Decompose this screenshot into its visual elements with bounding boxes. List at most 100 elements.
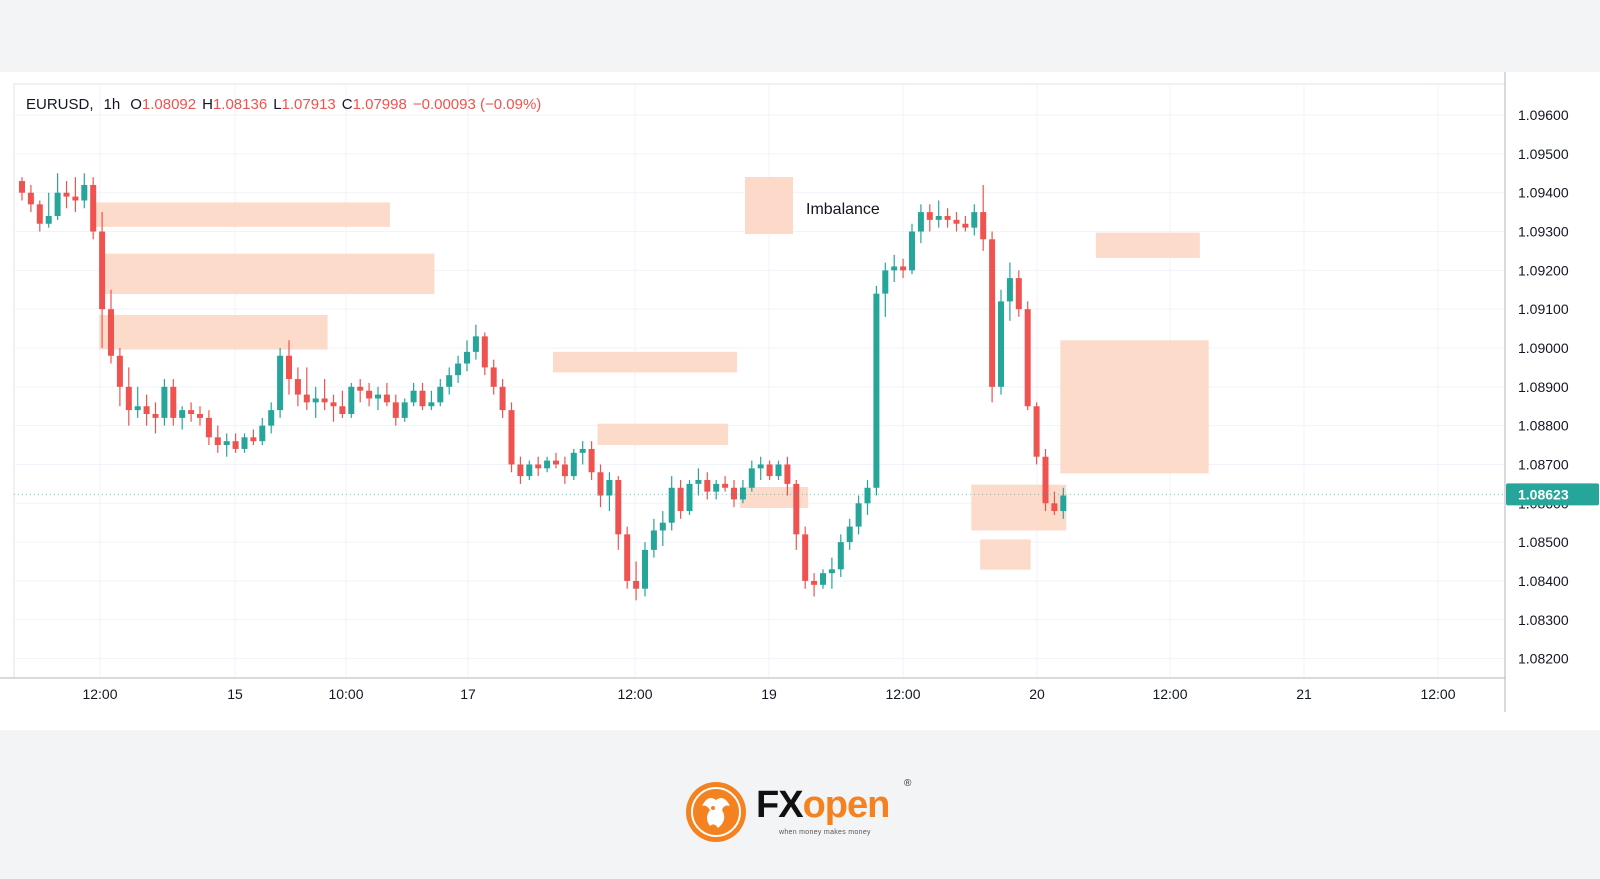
bullish-candle	[1060, 487, 1067, 519]
candlestick-chart[interactable]: 1.09600 1.09500 1.09400 1.09300 1.09200 1.091…	[0, 72, 1600, 730]
candle-body	[383, 394, 390, 403]
bearish-candle	[214, 425, 221, 453]
candle-body	[170, 386, 177, 418]
bearish-candle	[72, 177, 79, 213]
candle-body	[312, 398, 319, 403]
candle-body	[722, 483, 729, 488]
bullish-candle	[570, 448, 577, 480]
timeframe-label[interactable]: 1h	[103, 96, 121, 113]
bearish-candle	[188, 402, 195, 422]
candle-body	[686, 483, 693, 512]
imbalance-legend-label: Imbalance	[806, 201, 880, 218]
bearish-candle	[357, 379, 364, 403]
bullish-candle	[277, 348, 284, 418]
candle-body	[259, 425, 266, 442]
bearish-candle	[980, 184, 987, 251]
bullish-candle	[668, 476, 675, 531]
candle-body	[775, 464, 782, 477]
candle-body	[90, 184, 97, 232]
bearish-candle	[392, 394, 399, 426]
bearish-candle	[232, 433, 239, 453]
imbalance-zone	[1060, 340, 1209, 474]
time-axis[interactable]: 12:00 15 10:00 17 12:00 19 12:00 20 12:00 21 12:00	[0, 677, 1505, 702]
candle-body	[962, 223, 969, 228]
candle-body	[633, 580, 640, 589]
candle-body	[214, 437, 221, 446]
bullish-candle	[348, 382, 355, 418]
candle-body	[339, 406, 346, 414]
candle-body	[606, 480, 613, 496]
y-tick-label: 1.09500	[1518, 146, 1569, 162]
candle-body	[45, 216, 52, 224]
bullish-candle	[464, 340, 470, 372]
candle-body	[348, 386, 355, 414]
candle-body	[793, 483, 800, 535]
bearish-candle	[143, 394, 150, 426]
bearish-candle	[116, 348, 123, 407]
candle-body	[668, 487, 675, 523]
bearish-candle	[731, 480, 737, 508]
candle-body	[72, 196, 79, 201]
bearish-candle	[508, 402, 515, 473]
candle-body	[125, 386, 132, 411]
candle-body	[535, 464, 542, 469]
y-tick-label: 1.08300	[1518, 612, 1569, 628]
bullish-candle	[579, 441, 586, 465]
price-axis[interactable]: 1.09600 1.09500 1.09400 1.09300 1.09200 1.091…	[1504, 72, 1569, 712]
bearish-candle	[383, 382, 390, 407]
y-tick-label: 1.08900	[1518, 379, 1569, 395]
bearish-candle	[152, 402, 159, 434]
bearish-candle	[962, 216, 969, 232]
bull-emblem-icon	[686, 782, 746, 842]
candle-body	[428, 402, 435, 407]
candle-body	[499, 386, 506, 411]
x-tick-label: 12:00	[617, 686, 652, 702]
bearish-candle	[677, 480, 684, 519]
ohlc-legend: EURUSD, 1h O1.08092 H1.08136 L1.07913 C1.0799…	[26, 96, 541, 113]
bullish-candle	[446, 367, 453, 395]
y-tick-label: 1.09200	[1518, 262, 1569, 278]
imbalance-zones	[90, 202, 1209, 570]
candle-body	[891, 266, 898, 271]
candle-body	[944, 216, 951, 220]
bullish-candle	[437, 379, 444, 407]
candle-body	[286, 355, 292, 380]
candle-body	[419, 390, 426, 407]
x-tick-label: 17	[460, 686, 476, 702]
bullish-candle	[81, 173, 88, 209]
symbol-label[interactable]: EURUSD,	[26, 96, 94, 113]
candle-body	[472, 336, 479, 352]
bearish-candle	[294, 367, 301, 407]
bearish-candle	[953, 212, 960, 232]
bearish-candle	[588, 441, 595, 480]
y-tick-label: 1.08800	[1518, 418, 1569, 434]
bullish-candle	[659, 511, 666, 546]
bearish-candle	[989, 231, 996, 403]
candle-body	[579, 448, 586, 453]
bullish-candle	[161, 379, 168, 426]
bullish-candle	[45, 192, 52, 228]
bearish-candle	[1051, 491, 1058, 515]
candle-body	[116, 355, 123, 387]
imbalance-legend-swatch	[745, 177, 793, 234]
bearish-candle	[553, 452, 559, 469]
close-label: C	[341, 96, 353, 113]
brand-tagline: when money makes money	[779, 829, 871, 836]
bearish-candle	[944, 208, 951, 228]
brand-name-part1: FX	[756, 784, 804, 826]
x-tick-label: 12:00	[1420, 686, 1455, 702]
bearish-candle	[419, 382, 426, 411]
bullish-candle	[650, 518, 657, 558]
bullish-candle	[455, 355, 462, 383]
y-tick-label: 1.08500	[1518, 534, 1569, 550]
imbalance-zone	[739, 486, 809, 508]
candle-body	[828, 569, 835, 574]
candle-body	[953, 219, 960, 224]
bearish-candle	[1015, 270, 1022, 317]
x-tick-label: 15	[227, 686, 243, 702]
candle-body	[1006, 278, 1013, 302]
bullish-candle	[882, 262, 889, 317]
bullish-candle	[686, 480, 693, 515]
bullish-candle	[54, 173, 61, 220]
y-tick-label: 1.09100	[1518, 301, 1569, 317]
